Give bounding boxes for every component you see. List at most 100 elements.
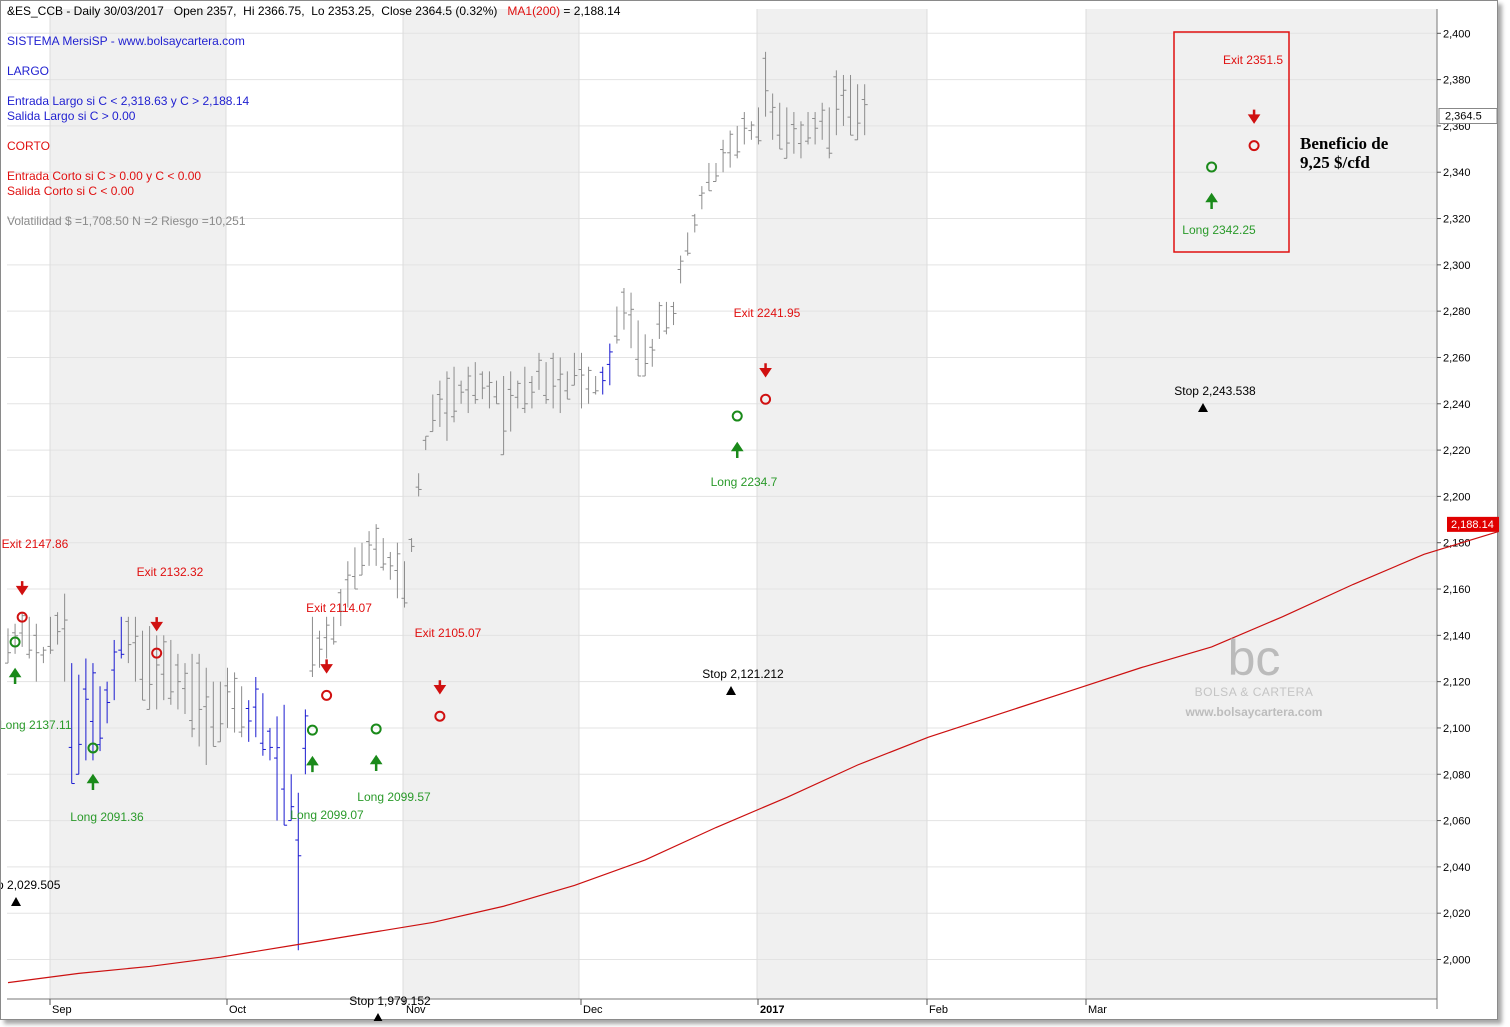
y-tick-label: 2,260 bbox=[1443, 352, 1471, 364]
open-label: Open 2357, bbox=[173, 4, 237, 18]
entry-arrow-icon bbox=[306, 755, 319, 773]
largo-label: LARGO bbox=[7, 64, 50, 78]
y-tick-label: 2,220 bbox=[1443, 445, 1471, 457]
exit-arrow-icon bbox=[759, 363, 772, 378]
x-tick-label: 2017 bbox=[760, 1004, 784, 1016]
last-price-box bbox=[1438, 108, 1498, 125]
ma-label: MA1(200) bbox=[507, 4, 561, 18]
salida-largo-label: Salida Largo si C > 0.00 bbox=[7, 109, 136, 123]
stop-triangle-icon bbox=[726, 686, 736, 695]
header-line: &ES_CCB - Daily 30/03/2017 Open 2357, Hi… bbox=[7, 4, 620, 18]
x-tick-label: Oct bbox=[229, 1004, 246, 1016]
entrada-corto-label: Entrada Corto si C > 0.00 y C < 0.00 bbox=[7, 169, 202, 183]
profit-annotation-line2: 9,25 $/cfd bbox=[1300, 153, 1370, 172]
y-tick-label: 2,060 bbox=[1443, 816, 1471, 828]
entry-arrow-icon bbox=[1205, 192, 1218, 210]
y-tick-label: 2,140 bbox=[1443, 630, 1471, 642]
stop-label: Stop 1,979.152 bbox=[349, 994, 431, 1008]
ma-value-box bbox=[1447, 516, 1499, 532]
entry-circle-icon bbox=[306, 724, 318, 736]
month-shade bbox=[1086, 9, 1437, 999]
exit-arrow-icon bbox=[15, 581, 29, 596]
exit-label: Exit 2132.32 bbox=[137, 565, 204, 579]
y-tick-label: 2,040 bbox=[1443, 862, 1471, 874]
exit-circle-icon bbox=[16, 611, 28, 623]
y-tick-label: 2,320 bbox=[1443, 214, 1471, 226]
stop-label: Stop 2,121.212 bbox=[702, 667, 784, 681]
y-tick-label: 2,280 bbox=[1443, 306, 1471, 318]
exit-circle-icon bbox=[1248, 140, 1260, 152]
month-shade bbox=[50, 9, 226, 999]
exit-circle-icon bbox=[760, 393, 772, 405]
corto-label: CORTO bbox=[7, 139, 50, 153]
bc-logo-icon: bc bbox=[1227, 630, 1281, 686]
watermark-name: BOLSA & CARTERA bbox=[1194, 685, 1314, 699]
exit-arrow-icon bbox=[1247, 109, 1261, 124]
long-entry-label: Long 2099.07 bbox=[290, 808, 364, 822]
y-tick-label: 2,080 bbox=[1443, 769, 1471, 781]
y-tick-label: 2,160 bbox=[1443, 584, 1471, 596]
entry-circle-icon bbox=[370, 723, 382, 735]
stop-triangle-icon bbox=[1198, 403, 1208, 412]
stop-triangle-icon bbox=[373, 1013, 383, 1021]
x-tick-label: Feb bbox=[929, 1004, 948, 1016]
entry-circle-icon bbox=[87, 742, 99, 754]
low-label: Lo 2353.25, bbox=[311, 4, 375, 18]
profit-annotation: Beneficio de 9,25 $/cfd bbox=[1300, 134, 1388, 172]
ma200-line bbox=[7, 530, 1499, 984]
salida-corto-label: Salida Corto si C < 0.00 bbox=[7, 184, 135, 198]
long-entry-label: Long 2091.36 bbox=[70, 810, 144, 824]
y-tick-label: 2,000 bbox=[1443, 955, 1471, 967]
symbol-label: &ES_CCB - Daily 30/03/2017 bbox=[7, 4, 164, 18]
exit-arrow-icon bbox=[320, 659, 333, 674]
high-label: Hi 2366.75, bbox=[243, 4, 305, 18]
last-price-label: 2,364.5 bbox=[1445, 111, 1482, 123]
exit-arrow-icon bbox=[150, 617, 164, 632]
stop-triangle-icon bbox=[11, 897, 21, 906]
ma-value: = 2,188.14 bbox=[563, 4, 621, 18]
y-tick-label: 2,340 bbox=[1443, 167, 1471, 179]
month-shade bbox=[757, 9, 927, 999]
y-tick-label: 2,400 bbox=[1443, 28, 1471, 40]
entry-arrow-icon bbox=[8, 667, 22, 685]
watermark-url: www.bolsaycartera.com bbox=[1185, 705, 1323, 719]
system-label: SISTEMA MersiSP - www.bolsaycartera.com bbox=[7, 34, 245, 48]
exit-arrow-icon bbox=[433, 680, 447, 695]
y-tick-label: 2,020 bbox=[1443, 908, 1471, 920]
ma-value-axis-label: 2,188.14 bbox=[1451, 519, 1494, 531]
stop-label: Stop 2,029.505 bbox=[1, 878, 61, 892]
exit-label: Exit 2351.5 bbox=[1223, 53, 1283, 67]
x-tick-label: Nov bbox=[406, 1004, 426, 1016]
entry-circle-icon bbox=[9, 636, 21, 648]
exit-label: Exit 2114.07 bbox=[306, 601, 372, 615]
x-tick-label: Dec bbox=[583, 1004, 603, 1016]
exit-label: Exit 2241.95 bbox=[734, 306, 801, 320]
exit-label: Exit 2147.86 bbox=[2, 537, 69, 551]
entry-circle-icon bbox=[731, 410, 743, 422]
entry-arrow-icon bbox=[369, 754, 383, 771]
month-shade bbox=[403, 9, 579, 999]
y-tick-label: 2,300 bbox=[1443, 260, 1471, 272]
long-entry-label: Long 2234.7 bbox=[711, 475, 778, 489]
long-entry-label: Long 2099.57 bbox=[357, 790, 431, 804]
y-tick-label: 2,100 bbox=[1443, 723, 1471, 735]
x-tick-label: Sep bbox=[52, 1004, 72, 1016]
y-tick-label: 2,120 bbox=[1443, 677, 1471, 689]
y-tick-label: 2,240 bbox=[1443, 399, 1471, 411]
exit-circle-icon bbox=[434, 710, 446, 722]
highlight-box bbox=[1173, 31, 1290, 253]
exit-label: Exit 2105.07 bbox=[415, 626, 482, 640]
volatility-label: Volatilidad $ =1,708.50 N =2 Riesgo =10,… bbox=[7, 214, 246, 228]
long-entry-label: Long 2342.25 bbox=[1182, 223, 1256, 237]
watermark-logo: bc BOLSA & CARTERA www.bolsaycartera.com bbox=[1169, 632, 1339, 730]
y-tick-label: 2,200 bbox=[1443, 491, 1471, 503]
exit-circle-icon bbox=[321, 689, 333, 701]
entry-circle-icon bbox=[1206, 161, 1218, 173]
entrada-largo-label: Entrada Largo si C < 2,318.63 y C > 2,18… bbox=[7, 94, 250, 108]
entry-arrow-icon bbox=[730, 441, 744, 459]
exit-circle-icon bbox=[151, 647, 163, 659]
x-tick-label: Mar bbox=[1088, 1004, 1107, 1016]
y-tick-label: 2,380 bbox=[1443, 75, 1471, 87]
